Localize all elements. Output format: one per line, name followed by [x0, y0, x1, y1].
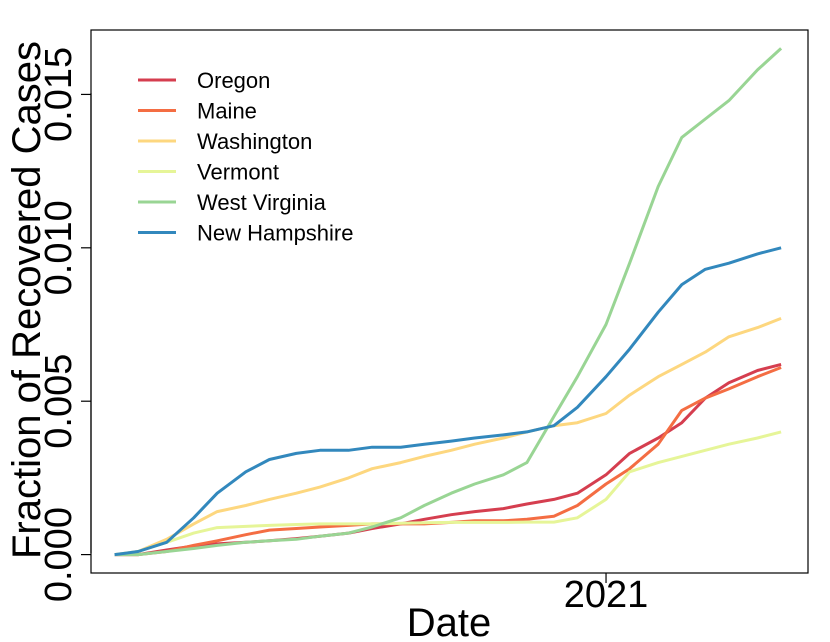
series-lines	[114, 47, 783, 557]
legend-label: Maine	[197, 99, 257, 124]
legend-label: Oregon	[197, 68, 270, 93]
y-tick-label: 0.015	[38, 47, 80, 142]
series-line-0	[114, 362, 782, 557]
y-axis-title: Fraction of Recovered Cases	[5, 41, 49, 559]
series-line-1	[114, 366, 782, 557]
y-tick-label: 0.000	[38, 507, 80, 602]
y-tick-label: 0.005	[38, 354, 80, 449]
y-axis: 0.000 0.005 0.010 0.015	[38, 47, 92, 602]
series-line-4	[114, 47, 783, 557]
x-axis: 2021	[564, 573, 649, 616]
x-tick-label: 2021	[564, 574, 649, 616]
series-line-3	[114, 430, 782, 557]
y-tick-label: 0.010	[38, 200, 80, 295]
series-line-2	[114, 317, 782, 557]
legend-label: New Hampshire	[197, 221, 354, 246]
legend-label: Washington	[197, 129, 312, 154]
legend-label: Vermont	[197, 160, 279, 185]
series-line-5	[114, 246, 782, 557]
legend-label: West Virginia	[197, 190, 327, 215]
legend: Oregon Maine Washington Vermont West Virgini…	[138, 68, 354, 246]
x-axis-title: Date	[407, 601, 492, 642]
